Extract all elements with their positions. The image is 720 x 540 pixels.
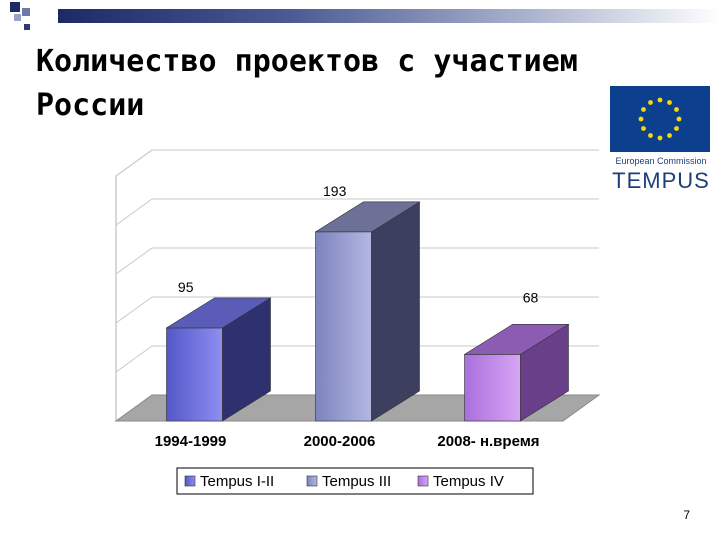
legend-box	[176, 467, 534, 495]
legend-label: Tempus IV	[433, 473, 504, 490]
x-tick-label: 2000-2006	[304, 433, 376, 450]
legend-label: Tempus III	[322, 473, 391, 490]
gridline-side	[115, 296, 153, 324]
chart-labels: 95 1994-1999 193 2000-2006 68 2008- н.время	[155, 183, 540, 450]
header-gradient-bar	[58, 9, 720, 23]
x-tick-label: 1994-1999	[155, 433, 227, 450]
logo-commission-text: European Commission	[615, 156, 707, 166]
chart-legend: Tempus I-II Tempus III Tempus IV	[176, 467, 534, 495]
gridline-side	[115, 198, 153, 226]
bar-front	[166, 327, 223, 422]
bar-front	[315, 231, 372, 422]
bar-data-label: 193	[323, 183, 347, 199]
gridline-side	[115, 149, 153, 177]
legend-swatch	[184, 475, 196, 487]
page-number: 7	[683, 508, 690, 522]
gridline-side	[115, 247, 153, 275]
decorative-squares	[10, 2, 30, 30]
tempus-logo: European Commission TEMPUS	[608, 86, 714, 196]
bar-side	[371, 201, 420, 422]
legend-label: Tempus I-II	[200, 473, 274, 490]
bar-top	[165, 297, 272, 329]
x-tick-label: 2008- н.время	[437, 433, 539, 450]
chart-bars	[165, 201, 570, 422]
bar-top	[463, 324, 570, 355]
slide-title: Количество проектов с участием России	[36, 44, 578, 123]
logo-tempus-text: TEMPUS	[612, 168, 710, 193]
bar-data-label: 95	[178, 279, 194, 295]
bar-top	[314, 201, 421, 233]
bar-front	[464, 354, 521, 422]
eu-flag-icon	[610, 86, 710, 152]
bar-data-label: 68	[523, 289, 539, 305]
gridline-side	[115, 345, 153, 373]
legend-swatch	[306, 475, 318, 487]
eu-stars-icon	[638, 97, 682, 141]
legend-swatch	[417, 475, 429, 487]
